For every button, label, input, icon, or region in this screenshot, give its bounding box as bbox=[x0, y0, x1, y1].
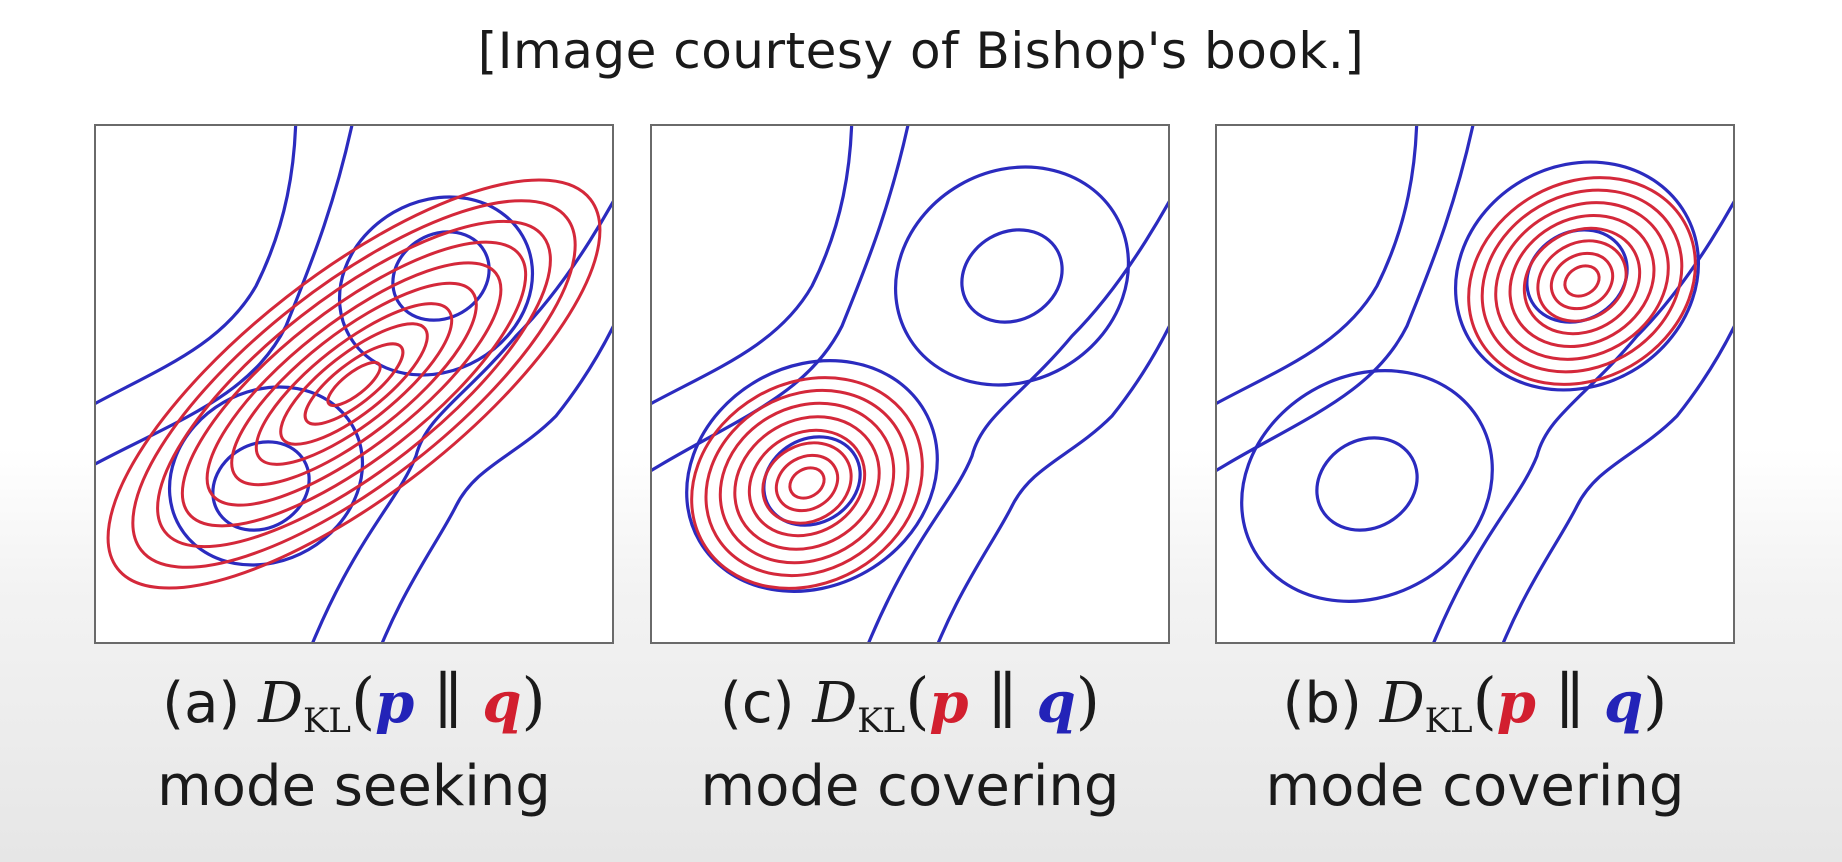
contour-plot-a bbox=[94, 124, 614, 644]
dkl-symbol: DKL bbox=[812, 671, 906, 741]
panel-description: mode covering bbox=[700, 754, 1120, 819]
p-contour bbox=[96, 126, 354, 466]
first-arg: p bbox=[929, 670, 969, 736]
second-arg: q bbox=[1036, 670, 1076, 736]
first-arg: p bbox=[375, 670, 415, 736]
contour-svg-c bbox=[652, 126, 1168, 642]
panel-label-c: (c) DKL(p ∥ q) mode covering bbox=[600, 668, 1220, 820]
contour-svg-a bbox=[96, 126, 612, 642]
figure-caption: [Image courtesy of Bishop's book.] bbox=[477, 22, 1365, 80]
dkl-symbol: DKL bbox=[258, 671, 351, 741]
dkl-symbol: DKL bbox=[1379, 671, 1473, 741]
contour-svg-b bbox=[1217, 126, 1733, 642]
contour-plot-c bbox=[650, 124, 1170, 644]
p-contour bbox=[311, 200, 612, 642]
p-contour bbox=[337, 195, 535, 377]
contour-plot-b bbox=[1215, 124, 1735, 644]
panel-description: mode seeking bbox=[157, 754, 551, 819]
p-contour bbox=[391, 230, 491, 322]
second-arg: q bbox=[1604, 670, 1644, 736]
panel-label-b: (b) DKL(p ∥ q) mode covering bbox=[1165, 668, 1785, 820]
p-contour bbox=[211, 440, 311, 532]
panel-letter: (c) bbox=[720, 671, 795, 736]
first-arg: p bbox=[1496, 670, 1536, 736]
p-contour bbox=[167, 385, 365, 567]
panel-letter: (b) bbox=[1282, 671, 1362, 736]
panel-description: mode covering bbox=[1265, 754, 1685, 819]
p-contour bbox=[96, 126, 298, 405]
panel-letter: (a) bbox=[162, 671, 241, 736]
panel-label-a: (a) DKL(p ∥ q) mode seeking bbox=[44, 668, 664, 820]
p-contour bbox=[380, 325, 612, 642]
second-arg: q bbox=[482, 670, 522, 736]
